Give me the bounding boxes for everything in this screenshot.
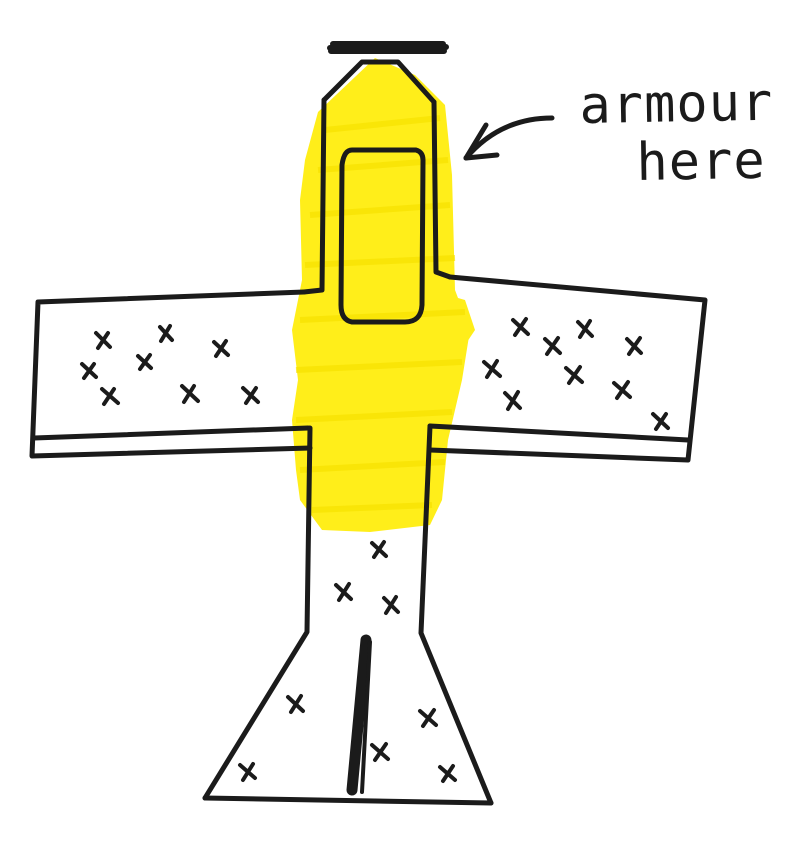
hole-mark [158,324,174,343]
propeller [327,41,449,54]
hole-mark [382,595,400,615]
hole-mark [212,339,230,358]
fuselage-left-rear [202,425,313,801]
hole-mark [651,412,670,431]
hole-mark [334,582,353,602]
hole-mark [576,319,594,339]
nose [321,59,437,105]
hole-mark [503,390,522,411]
hole-mark [180,384,200,404]
hole-mark [482,359,502,379]
annotation-line-2: here [635,130,767,194]
hole-mark [511,317,530,337]
hole-mark [136,353,153,371]
hole-mark [370,540,388,559]
rudder-edge [360,640,372,794]
hole-mark [241,386,260,405]
tail-base [202,795,494,806]
rudder [346,634,372,796]
hole-mark [238,762,257,782]
hole-mark [612,380,632,400]
hole-mark [370,742,390,762]
fuselage-left-front [301,97,327,295]
hole-mark [625,336,643,356]
hole-mark [418,708,438,728]
hole-mark [80,362,98,380]
hole-mark [438,764,457,783]
armour-highlight [292,58,475,532]
bullet-hole-marks [80,317,670,783]
hole-mark [564,365,584,385]
hole-mark [100,387,120,406]
fuselage-right-front [431,99,453,280]
wing-left-edge [31,425,311,441]
hole-mark [94,331,112,350]
hole-mark [543,336,562,356]
wing-right [427,274,708,463]
annotation-line-1: armour [578,72,774,137]
wing-left [29,289,313,459]
hole-mark [286,694,305,714]
fuselage-right-rear [418,423,494,806]
annotation-label: armour here [578,72,811,198]
highlight-strokes [295,115,466,513]
annotation-arrow [463,115,555,161]
wing-right-edge [427,423,691,443]
cockpit [338,147,426,325]
aircraft-outline [29,41,708,806]
